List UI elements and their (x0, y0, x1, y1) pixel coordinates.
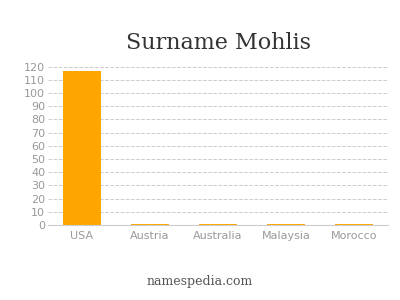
Bar (335, 224, 373, 225)
Bar (199, 224, 237, 225)
Bar (131, 224, 169, 225)
Bar (267, 224, 305, 225)
Title: Surname Mohlis: Surname Mohlis (126, 32, 310, 54)
Text: namespedia.com: namespedia.com (147, 275, 253, 288)
Bar (63, 70, 101, 225)
